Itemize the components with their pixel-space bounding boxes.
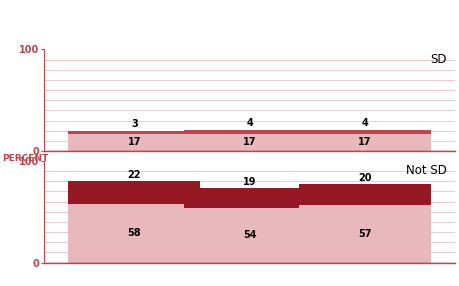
Bar: [183, 130, 315, 134]
Bar: [68, 204, 200, 263]
Bar: [68, 134, 200, 151]
Text: YEAR: YEAR: [417, 271, 445, 281]
Bar: [183, 134, 315, 151]
Text: Not SD: Not SD: [405, 164, 446, 177]
Text: 17: 17: [357, 137, 371, 147]
Text: 58: 58: [127, 228, 141, 238]
Text: '05: '05: [347, 268, 369, 281]
Text: 19: 19: [242, 177, 256, 187]
Text: '00: '00: [219, 268, 240, 281]
Text: 4: 4: [361, 118, 367, 128]
Bar: [298, 184, 430, 205]
Bar: [68, 181, 200, 204]
Bar: [298, 205, 430, 263]
Text: 17: 17: [127, 137, 141, 147]
Text: PERCENT: PERCENT: [2, 154, 49, 163]
Bar: [183, 208, 315, 263]
Text: 54: 54: [242, 230, 256, 240]
Text: 17: 17: [242, 137, 256, 147]
Text: 57: 57: [357, 229, 371, 239]
Bar: [298, 130, 430, 134]
Bar: [68, 131, 200, 134]
Text: 22: 22: [127, 170, 141, 180]
Text: 20: 20: [357, 173, 371, 183]
Text: PERCENT: PERCENT: [7, 32, 60, 42]
Text: SD: SD: [430, 53, 446, 65]
Bar: [298, 134, 430, 151]
Bar: [183, 188, 315, 208]
Text: 4: 4: [246, 118, 252, 128]
Text: 3: 3: [131, 119, 137, 129]
Text: '96: '96: [90, 268, 112, 281]
